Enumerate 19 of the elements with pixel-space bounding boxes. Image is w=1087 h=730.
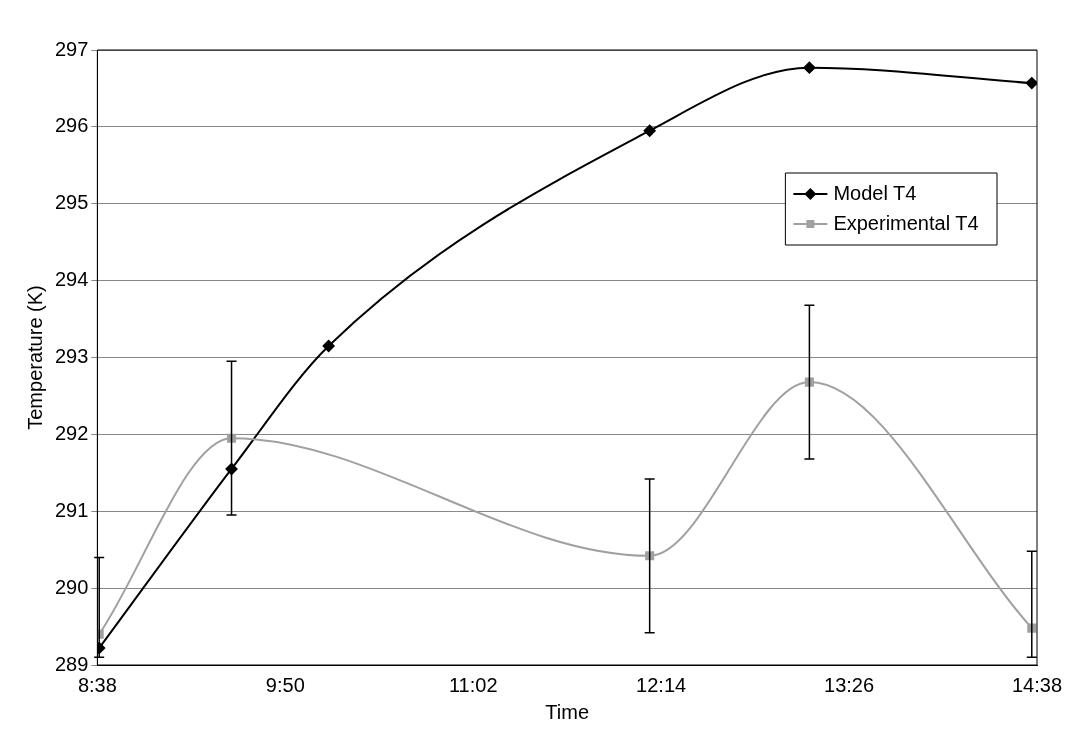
y-tick-label: 290	[54, 575, 89, 598]
x-tick-label: 13:26	[824, 673, 875, 696]
y-tick-label: 293	[54, 345, 89, 368]
y-tick-label: 297	[54, 37, 89, 60]
legend-label: Experimental T4	[833, 211, 979, 234]
x-tick-label: 8:38	[77, 673, 117, 696]
y-tick-label: 295	[54, 191, 89, 214]
y-tick-label: 291	[54, 498, 89, 521]
x-tick-label: 11:02	[448, 673, 498, 696]
y-axis-title: Temperature (K)	[23, 285, 46, 430]
x-axis-title: Time	[545, 700, 590, 723]
y-tick-label: 296	[54, 114, 89, 137]
y-tick-label: 292	[54, 421, 89, 444]
y-tick-label: 289	[54, 652, 89, 675]
x-tick-label: 14:38	[1011, 673, 1063, 696]
x-tick-label: 12:14	[636, 673, 687, 696]
legend-label: Model T4	[833, 181, 917, 204]
x-tick-label: 9:50	[265, 673, 305, 696]
y-tick-label: 294	[54, 268, 89, 291]
